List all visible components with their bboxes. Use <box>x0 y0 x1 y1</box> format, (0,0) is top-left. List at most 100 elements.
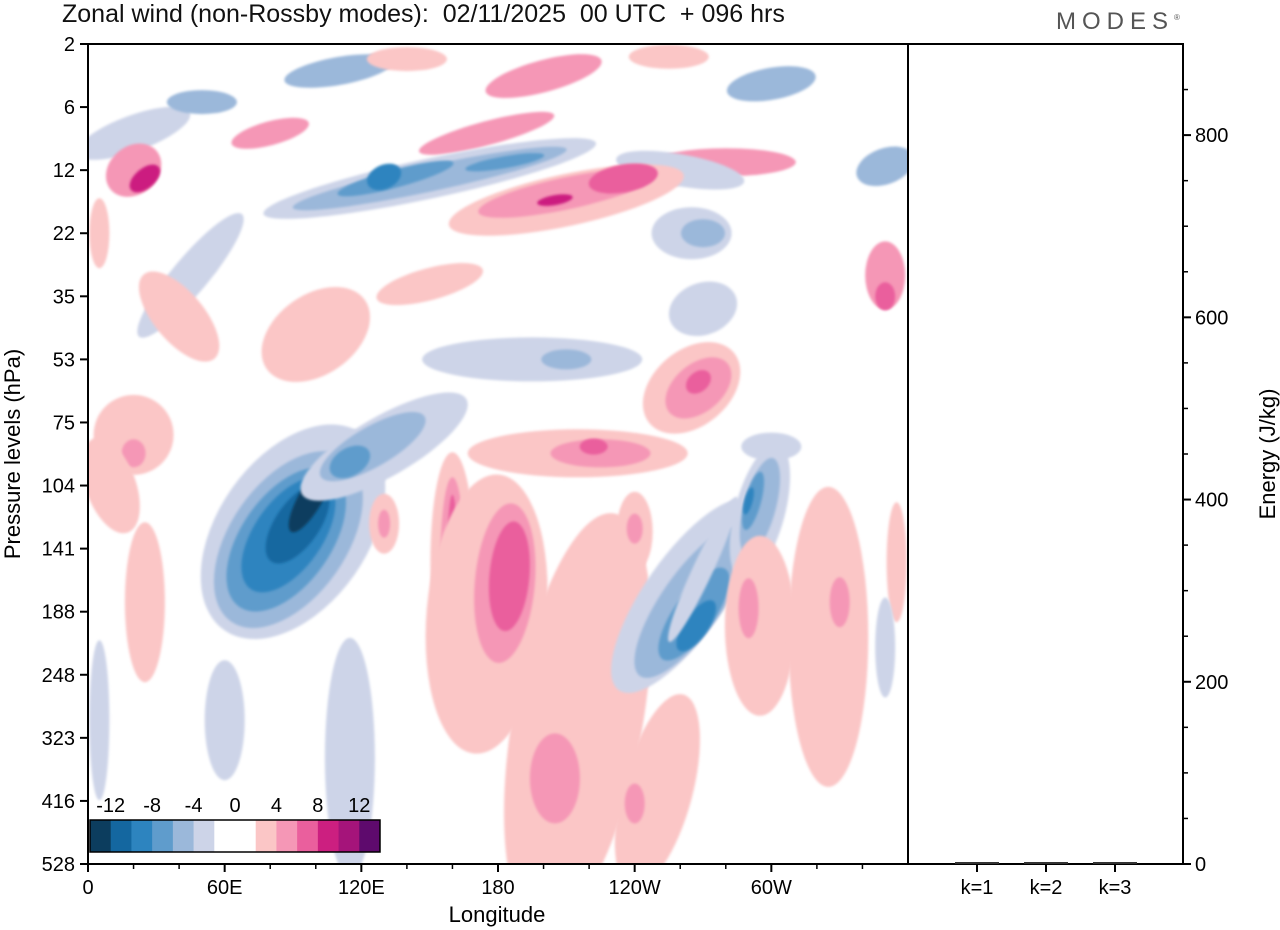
colorbar: -12 -8 -4 0 4 8 12 <box>89 795 381 853</box>
energy-bar <box>955 862 999 864</box>
wind-contour-patch <box>324 637 375 864</box>
wind-contour-patch <box>676 600 717 652</box>
colorbar-swatch <box>359 820 381 852</box>
y-tick-label: 528 <box>42 854 75 876</box>
y-tick-label: 6 <box>64 97 75 119</box>
wind-contour-patch <box>875 597 896 698</box>
y-tick-label: 22 <box>53 223 75 245</box>
colorbar-frame <box>89 819 381 853</box>
wind-contour-patch <box>418 111 555 155</box>
x-tick-label: 60W <box>751 877 792 899</box>
colorbar-swatch <box>276 820 298 852</box>
colorbar-swatch <box>110 820 132 852</box>
wind-contour-patch <box>378 509 391 538</box>
chart-title: Zonal wind (non-Rossby modes): 02/11/202… <box>62 0 785 28</box>
wind-contour-patch <box>739 457 781 555</box>
wind-contour-patch <box>616 150 745 190</box>
wind-contour-patch <box>788 486 869 787</box>
colorbar-label: -4 <box>185 795 203 817</box>
wind-contours <box>88 44 908 864</box>
k-tick-label: k=2 <box>1030 877 1063 899</box>
k-tick-label: k=1 <box>961 877 994 899</box>
wind-contour-patch <box>668 281 738 337</box>
wind-contour-patch <box>865 241 906 310</box>
y-tick-label: 141 <box>42 539 75 561</box>
wind-contour-patch <box>129 164 161 193</box>
x-tick-label: 120W <box>609 877 661 899</box>
colorbar-label: 12 <box>348 795 370 817</box>
x-tick-label: 60E <box>207 877 243 899</box>
wind-contour-patch <box>685 370 711 394</box>
y-tick-label: 53 <box>53 349 75 371</box>
wind-contour-patch <box>537 194 573 206</box>
brand-text: MODES <box>1056 8 1175 35</box>
energy-tick-label: 600 <box>1195 307 1228 329</box>
wind-contour-patch <box>738 578 759 639</box>
y-tick-label: 12 <box>53 160 75 182</box>
colorbar-swatch <box>255 820 277 852</box>
wind-contour-patch <box>166 90 237 115</box>
y-tick-label: 248 <box>42 665 75 687</box>
colorbar-swatch <box>214 820 236 852</box>
y-tick-label: 2 <box>64 34 75 56</box>
wind-contour-patch <box>376 263 483 306</box>
colorbar-label: 4 <box>271 795 282 817</box>
wind-contour-patch <box>667 496 739 643</box>
wind-contour-patch <box>204 660 245 781</box>
wind-contour-patch <box>284 54 393 88</box>
energy-tick-label: 0 <box>1195 854 1206 876</box>
x-tick-label: 120E <box>338 877 385 899</box>
colorbar-label: -12 <box>96 795 125 817</box>
wind-contour-patch <box>422 337 643 382</box>
energy-tick-label: 800 <box>1195 125 1228 147</box>
colorbar-label: 0 <box>229 795 240 817</box>
wind-contour-patch <box>886 502 907 623</box>
energy-bars <box>955 862 1137 864</box>
colorbar-swatch <box>317 820 340 852</box>
wind-contour-patch <box>88 437 140 534</box>
y-tick-label: 416 <box>42 791 75 813</box>
k-tick-label: k=3 <box>1099 877 1132 899</box>
energy-tick-label: 400 <box>1195 490 1228 512</box>
colorbar-swatch <box>90 820 112 852</box>
wind-contour-patch <box>121 439 146 468</box>
y-tick-label: 75 <box>53 412 75 434</box>
energy-axis-label: Energy (J/kg) <box>1255 389 1280 520</box>
y-tick-label: 323 <box>42 728 75 750</box>
wind-contour-patch <box>541 349 592 370</box>
wind-contour-patch <box>261 286 371 383</box>
wind-contour-patch <box>624 783 645 824</box>
wind-contour-patch <box>124 522 165 683</box>
colorbar-label: 8 <box>312 795 323 817</box>
longitude-axis: 0 60E 120E 180 120W 60W <box>82 864 864 899</box>
wind-contour-patch <box>726 66 816 102</box>
x-axis-label: Longitude <box>449 902 546 927</box>
wind-contour-patch <box>329 445 371 479</box>
wind-contour-patch <box>829 577 850 628</box>
colorbar-swatch <box>193 820 215 852</box>
wind-contour-patch <box>856 146 908 187</box>
registered-mark-icon: ® <box>1174 13 1180 22</box>
y-tick-label: 188 <box>42 602 75 624</box>
wind-contour-patch <box>138 271 220 362</box>
wind-contour-patch <box>504 513 652 864</box>
energy-axis: 0 200 400 600 800 <box>1183 88 1228 876</box>
energy-bar <box>1093 862 1137 864</box>
wind-contour-patch <box>614 694 700 864</box>
wind-contour-patch <box>875 282 896 311</box>
wind-contour-patch <box>465 153 545 172</box>
wind-contour-patch <box>742 471 765 530</box>
wind-contour-patch <box>529 733 580 824</box>
colorbar-swatch <box>338 820 360 852</box>
x-tick-label: 180 <box>481 877 514 899</box>
y-axis-label: Pressure levels (hPa) <box>0 349 25 559</box>
wind-contour-patch <box>89 640 110 801</box>
wind-contour-patch <box>367 163 402 191</box>
x-tick-label: 0 <box>82 877 93 899</box>
colorbar-swatch <box>235 820 257 852</box>
wind-contour-patch <box>681 219 725 248</box>
wavenumber-axis: k=1 k=2 k=3 <box>961 864 1132 899</box>
wind-contour-patch <box>724 535 795 716</box>
modes-logo: MODES® <box>1056 8 1180 36</box>
pressure-axis: 2 6 12 22 35 53 75 104 141 188 248 323 416 528 <box>42 34 88 876</box>
